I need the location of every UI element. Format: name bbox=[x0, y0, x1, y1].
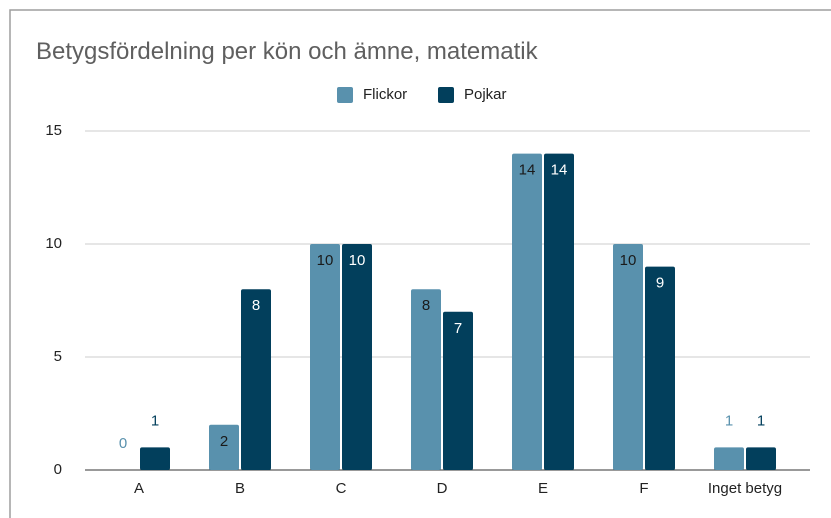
chart-title: Betygsfördelning per kön och ämne, matem… bbox=[36, 38, 539, 65]
data-label: 14 bbox=[551, 162, 568, 179]
data-label: 2 bbox=[220, 433, 228, 450]
x-tick-label: C bbox=[336, 480, 347, 497]
x-tick-label: E bbox=[538, 480, 548, 497]
data-label: 10 bbox=[317, 252, 334, 269]
data-label: 0 bbox=[119, 435, 127, 452]
y-tick-label: 0 bbox=[54, 461, 62, 478]
bar bbox=[443, 311, 473, 470]
y-tick-label: 5 bbox=[54, 348, 62, 365]
x-tick-label: Inget betyg bbox=[708, 480, 782, 497]
legend-label: Pojkar bbox=[464, 86, 507, 103]
legend-swatch bbox=[337, 87, 353, 103]
bar bbox=[209, 424, 239, 470]
data-label: 14 bbox=[519, 162, 536, 179]
bar bbox=[645, 266, 675, 470]
bar bbox=[714, 447, 744, 470]
y-tick-label: 15 bbox=[45, 122, 62, 139]
bar bbox=[544, 153, 574, 470]
data-label: 1 bbox=[725, 412, 733, 429]
bar bbox=[512, 153, 542, 470]
bar bbox=[241, 289, 271, 470]
y-tick-label: 10 bbox=[45, 235, 62, 252]
bar bbox=[613, 244, 643, 470]
bar bbox=[411, 289, 441, 470]
bar bbox=[342, 244, 372, 470]
legend-swatch bbox=[438, 87, 454, 103]
bar bbox=[310, 244, 340, 470]
x-tick-label: F bbox=[639, 480, 648, 497]
x-tick-label: B bbox=[235, 480, 245, 497]
data-label: 8 bbox=[252, 297, 260, 314]
bar bbox=[140, 447, 170, 470]
x-tick-label: D bbox=[437, 480, 448, 497]
data-label: 8 bbox=[422, 297, 430, 314]
data-label: 10 bbox=[620, 252, 637, 269]
data-label: 1 bbox=[757, 412, 765, 429]
data-label: 10 bbox=[349, 252, 366, 269]
data-label: 1 bbox=[151, 412, 159, 429]
data-label: 9 bbox=[656, 275, 664, 292]
x-tick-label: A bbox=[134, 480, 144, 497]
bar bbox=[746, 447, 776, 470]
data-label: 7 bbox=[454, 320, 462, 337]
legend-label: Flickor bbox=[363, 86, 407, 103]
